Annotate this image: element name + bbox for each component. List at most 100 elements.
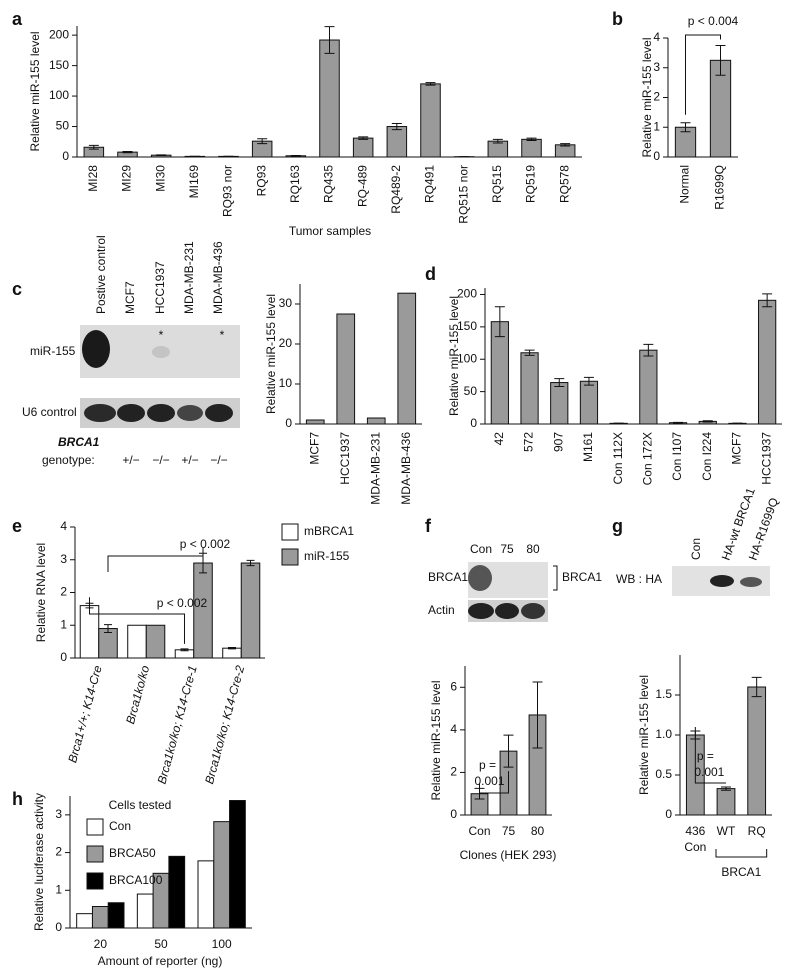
blot-band — [152, 346, 170, 358]
bar — [127, 624, 147, 659]
annotation: 0.001 — [474, 774, 504, 788]
error-bar — [560, 143, 571, 147]
error-bar — [227, 647, 236, 650]
y-tick-label: 3 — [60, 552, 67, 566]
y-axis-title: Relative luciferase activity — [32, 793, 46, 931]
blot-band — [495, 603, 519, 619]
annotation: p < 0.002 — [157, 596, 208, 610]
error-bar — [246, 559, 255, 567]
legend-swatch — [281, 548, 299, 566]
x-tick-label: Con 112X — [611, 432, 625, 484]
y-tick-label: 1.5 — [655, 687, 672, 701]
x-tick-label: MI169 — [187, 165, 201, 199]
error-bar — [680, 122, 691, 133]
legend-label: BRCA100 — [109, 873, 163, 887]
error-bar — [88, 144, 99, 150]
y-tick-label: 4 — [450, 722, 457, 736]
panel-letter: a — [12, 9, 23, 29]
bar — [366, 417, 386, 425]
panel-letter: f — [425, 516, 432, 536]
y-axis-title: Relative miR-155 level — [264, 294, 278, 414]
error-bar — [122, 151, 133, 154]
blot-band — [521, 603, 545, 619]
panel-letter: e — [12, 516, 22, 536]
y-tick-label: 150 — [457, 319, 477, 333]
y-tick-label: 0.5 — [655, 767, 672, 781]
y-tick-label: 200 — [49, 27, 69, 41]
bar — [639, 349, 658, 425]
error-bar — [425, 82, 436, 86]
blot-band — [117, 404, 145, 422]
bar — [197, 860, 215, 929]
legend-label: BRCA50 — [109, 846, 156, 860]
x-tick-label: 20 — [94, 937, 108, 951]
bar — [222, 647, 242, 659]
annotation: p < 0.002 — [180, 537, 231, 551]
bracket — [553, 565, 558, 591]
x-tick-label: MCF7 — [730, 432, 744, 465]
y-tick-label: 2 — [60, 585, 67, 599]
y-tick-label: 2 — [653, 90, 660, 104]
blot-band — [468, 565, 492, 591]
bar — [229, 800, 246, 929]
bar — [168, 855, 186, 929]
bar — [487, 140, 509, 158]
bar — [107, 902, 125, 929]
y-tick-label: 6 — [450, 679, 457, 693]
bar — [136, 893, 154, 929]
x-tick-label: RQ515 nor — [456, 165, 470, 224]
y-tick-label: 4 — [653, 30, 660, 44]
panel-letter: h — [12, 789, 23, 809]
y-axis-title: Relative miR-155 level — [447, 296, 461, 416]
x-tick-label: 907 — [551, 432, 565, 452]
error-bar — [494, 306, 505, 338]
error-bar — [715, 44, 726, 76]
x-tick-label: RQ93 nor — [221, 165, 235, 217]
error-bar — [492, 138, 503, 144]
y-tick-label: 2 — [450, 765, 457, 779]
y-tick-label: 50 — [56, 119, 70, 133]
bracket — [88, 597, 185, 644]
x-tick-label: MDA-MB-231 — [368, 432, 382, 505]
x-axis-title: Clones (HEK 293) — [460, 848, 557, 862]
x-tick-label: 50 — [154, 937, 168, 951]
x-tick-label: MI28 — [86, 165, 100, 192]
blot-band — [82, 330, 110, 368]
blot-band — [147, 404, 175, 422]
error-bar — [643, 343, 654, 357]
legend-label: mBRCA1 — [304, 524, 354, 538]
error-bar — [721, 786, 731, 791]
annotation: 0.001 — [694, 765, 724, 779]
bar — [747, 686, 767, 816]
x-tick-label: Normal — [678, 165, 692, 204]
x-tick-label: WT — [717, 824, 736, 838]
legend-swatch — [86, 845, 104, 863]
y-tick-label: 0 — [55, 920, 62, 934]
legend-label: miR-155 — [304, 549, 350, 563]
blot-band — [84, 404, 116, 422]
y-tick-label: 1 — [55, 882, 62, 896]
bracket — [694, 727, 726, 784]
y-axis-title: Relative miR-155 level — [429, 680, 443, 800]
genotype: +/− — [181, 453, 198, 467]
y-tick-label: 4 — [60, 519, 67, 533]
x-axis-title: Tumor samples — [289, 224, 371, 238]
blot-band — [710, 575, 734, 587]
blot-band — [740, 577, 762, 587]
x-tick-label: 436 — [685, 824, 705, 838]
x-axis-title: Amount of reporter (ng) — [98, 954, 223, 968]
genotype-gene: BRCA1 — [58, 435, 100, 449]
y-tick-label: 30 — [279, 296, 293, 310]
error-bar — [554, 378, 565, 387]
y-tick-label: 0 — [665, 807, 672, 821]
error-bar — [583, 376, 594, 386]
blot-g: Con HA-wt BRCA1 HA-R1699Q WB : HA — [616, 486, 781, 596]
bar — [76, 913, 93, 929]
y-tick-label: 1 — [60, 617, 67, 631]
asterisk: * — [159, 328, 164, 342]
x-tick-label: RQ519 — [524, 165, 538, 203]
lane-label: Con — [470, 542, 492, 556]
legend-label: Con — [109, 819, 131, 833]
panel-letter: d — [425, 264, 436, 284]
